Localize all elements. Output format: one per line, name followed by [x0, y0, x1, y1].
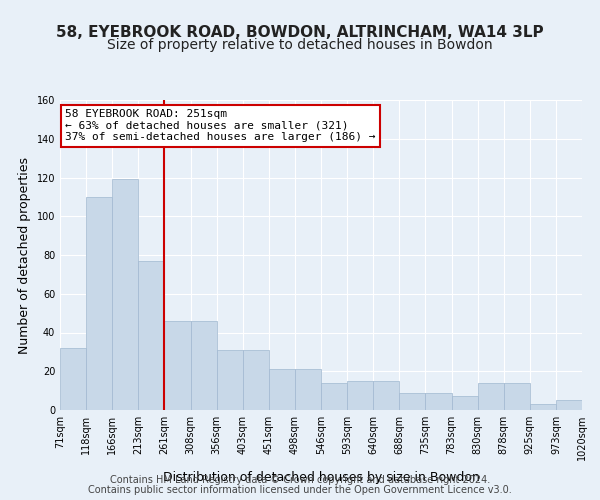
Text: Contains HM Land Registry data © Crown copyright and database right 2024.: Contains HM Land Registry data © Crown c… [110, 475, 490, 485]
Bar [347, 381, 373, 410]
Bar [452, 396, 478, 410]
Bar [556, 400, 582, 410]
Bar [191, 321, 217, 410]
Bar [269, 370, 295, 410]
Bar [478, 383, 504, 410]
Text: 58 EYEBROOK ROAD: 251sqm
← 63% of detached houses are smaller (321)
37% of semi-: 58 EYEBROOK ROAD: 251sqm ← 63% of detach… [65, 110, 376, 142]
Bar [321, 383, 347, 410]
Bar [112, 180, 139, 410]
Bar [243, 350, 269, 410]
Bar [295, 370, 321, 410]
Bar [373, 381, 400, 410]
Bar [400, 392, 425, 410]
Bar [139, 261, 164, 410]
Text: Contains public sector information licensed under the Open Government Licence v3: Contains public sector information licen… [88, 485, 512, 495]
Bar [504, 383, 530, 410]
X-axis label: Distribution of detached houses by size in Bowdon: Distribution of detached houses by size … [163, 472, 479, 484]
Bar [530, 404, 556, 410]
Text: Size of property relative to detached houses in Bowdon: Size of property relative to detached ho… [107, 38, 493, 52]
Bar [217, 350, 243, 410]
Bar [86, 197, 112, 410]
Bar [425, 392, 452, 410]
Bar [164, 321, 191, 410]
Y-axis label: Number of detached properties: Number of detached properties [18, 156, 31, 354]
Bar [60, 348, 86, 410]
Text: 58, EYEBROOK ROAD, BOWDON, ALTRINCHAM, WA14 3LP: 58, EYEBROOK ROAD, BOWDON, ALTRINCHAM, W… [56, 25, 544, 40]
